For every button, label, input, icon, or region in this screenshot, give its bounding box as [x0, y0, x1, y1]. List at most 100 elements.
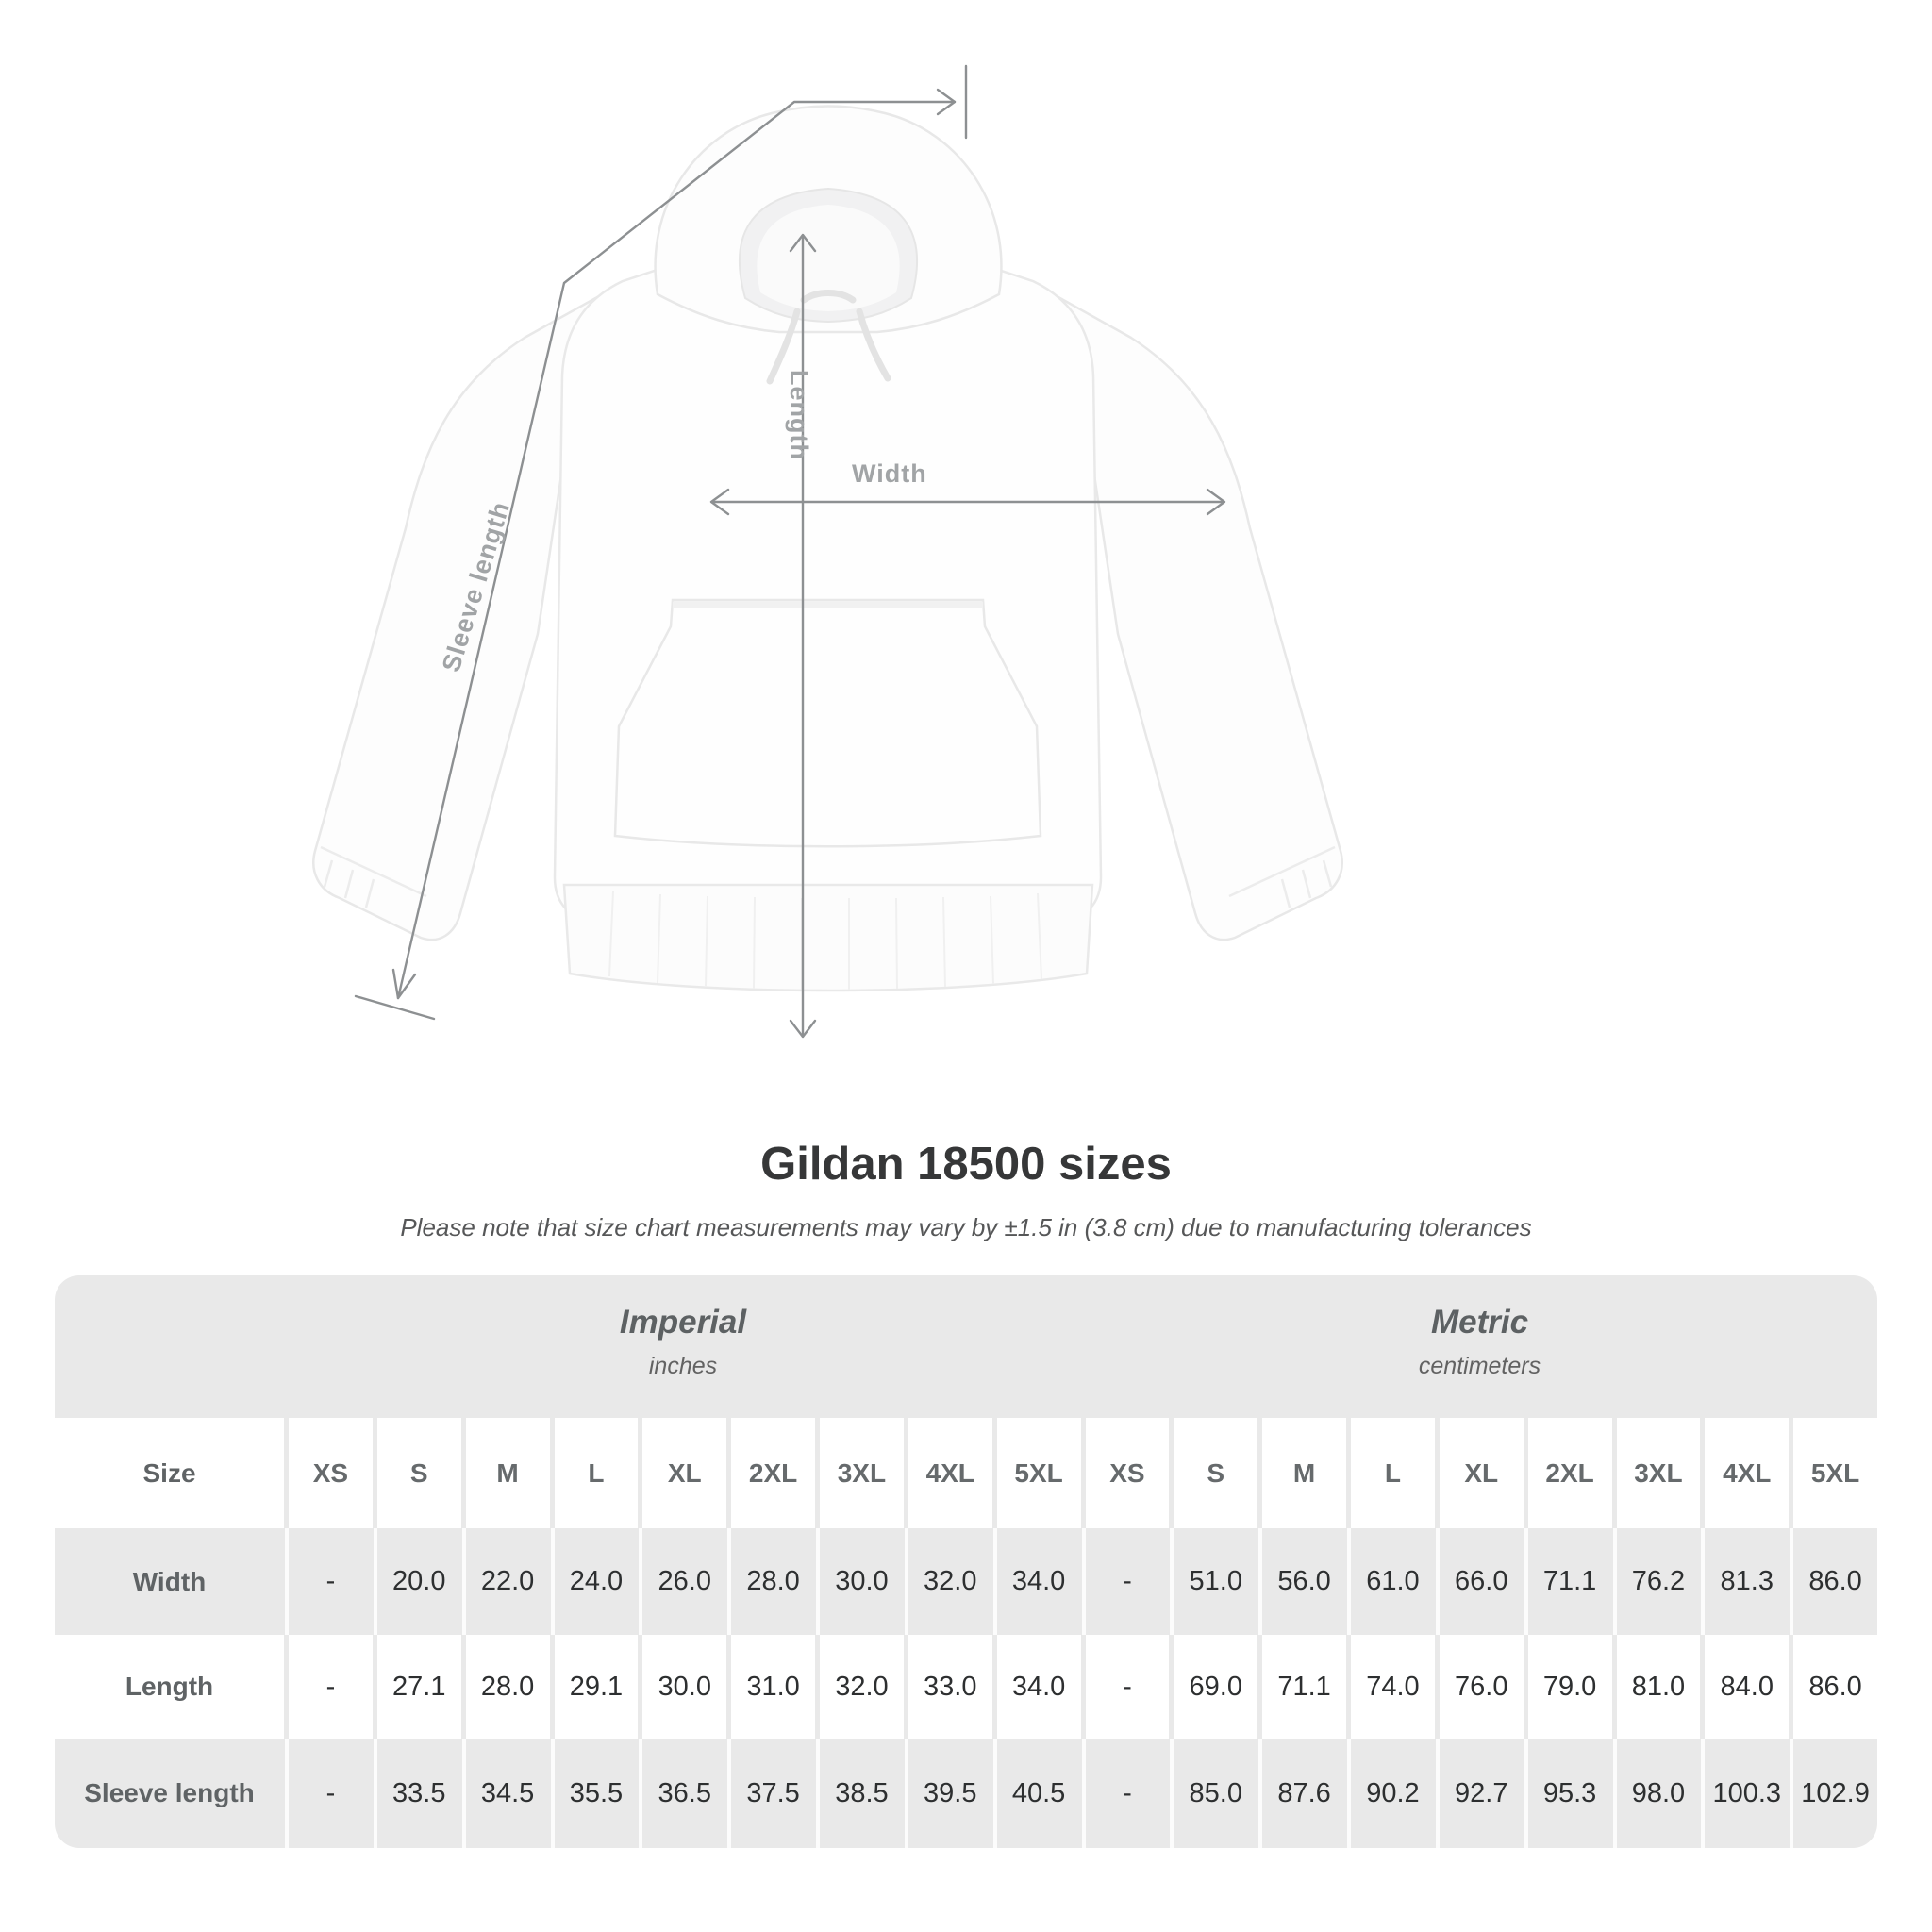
table-cell: 87.6: [1262, 1739, 1346, 1848]
size-header-row: Size XS S M L XL 2XL 3XL 4XL 5XL XS S M …: [55, 1418, 1877, 1528]
table-cell: 86.0: [1793, 1528, 1877, 1635]
table-cell: 92.7: [1440, 1739, 1524, 1848]
hoodie-pocket: [613, 598, 1042, 848]
table-cell: 34.0: [996, 1635, 1081, 1739]
table-cell: 100.3: [1705, 1739, 1789, 1848]
table-cell: -: [1086, 1739, 1170, 1848]
size-header: S: [376, 1418, 461, 1528]
table-cell: -: [289, 1739, 373, 1848]
table-cell: 95.3: [1528, 1739, 1612, 1848]
table-cell: 35.5: [555, 1739, 639, 1848]
width-row: Width - 20.0 22.0 24.0 26.0 28.0 30.0 32…: [55, 1528, 1877, 1635]
table-cell: 33.0: [908, 1635, 992, 1739]
table-cell: -: [289, 1635, 373, 1739]
table-cell: 32.0: [820, 1635, 904, 1739]
hoodie-right-sleeve: [1030, 280, 1343, 941]
table-cell: 56.0: [1262, 1528, 1346, 1635]
table-cell: 79.0: [1527, 1635, 1612, 1739]
width-measure-arrow: [709, 488, 1226, 516]
table-cell: 34.5: [466, 1739, 550, 1848]
metric-unit-label: centimeters: [1418, 1353, 1541, 1379]
table-cell: 37.5: [731, 1739, 815, 1848]
metric-header: Metric centimeters: [1082, 1304, 1877, 1380]
table-cell: 29.1: [554, 1635, 639, 1739]
row-label: Length: [55, 1635, 284, 1739]
table-cell: 27.1: [376, 1635, 461, 1739]
length-row: Length - 27.1 28.0 29.1 30.0 31.0 32.0 3…: [55, 1635, 1877, 1739]
table-cell: 33.5: [377, 1739, 461, 1848]
table-cell: 36.5: [642, 1739, 726, 1848]
table-cell: 61.0: [1351, 1528, 1435, 1635]
size-header: M: [465, 1418, 550, 1528]
table-cell: -: [1086, 1528, 1170, 1635]
hoodie-hem: [562, 883, 1094, 992]
size-header: 4XL: [908, 1418, 992, 1528]
table-cell: 30.0: [642, 1635, 727, 1739]
table-cell: 34.0: [997, 1528, 1081, 1635]
size-header: 5XL: [1793, 1418, 1877, 1528]
metric-label: Metric: [1430, 1304, 1529, 1341]
table-cell: -: [1085, 1635, 1170, 1739]
size-header: XL: [1439, 1418, 1524, 1528]
size-header: XS: [1085, 1418, 1170, 1528]
imperial-unit-label: inches: [648, 1353, 718, 1379]
table-cell: 22.0: [466, 1528, 550, 1635]
table-cell: 24.0: [555, 1528, 639, 1635]
size-header: 3XL: [1616, 1418, 1701, 1528]
table-cell: 76.2: [1617, 1528, 1701, 1635]
sleeve-length-measure-arrow: [354, 64, 968, 1021]
table-cell: 90.2: [1351, 1739, 1435, 1848]
size-table: Imperial inches Metric centimeters Size …: [55, 1275, 1877, 1848]
size-header: S: [1174, 1418, 1258, 1528]
table-cell: 71.1: [1528, 1528, 1612, 1635]
table-cell: 26.0: [642, 1528, 726, 1635]
table-cell: 85.0: [1174, 1739, 1257, 1848]
table-cell: 32.0: [908, 1528, 992, 1635]
imperial-header: Imperial inches: [284, 1304, 1082, 1380]
sleeve-length-row: Sleeve length - 33.5 34.5 35.5 36.5 37.5…: [55, 1739, 1877, 1848]
table-cell: 20.0: [377, 1528, 461, 1635]
hoodie-left-sleeve: [312, 280, 625, 941]
table-cell: 28.0: [731, 1528, 815, 1635]
size-header: 5XL: [996, 1418, 1081, 1528]
hoodie-drawstrings: [766, 290, 891, 385]
size-header: L: [554, 1418, 639, 1528]
size-header: 3XL: [820, 1418, 904, 1528]
hoodie-image: [312, 64, 1343, 1039]
size-header: 4XL: [1705, 1418, 1790, 1528]
size-header: 2XL: [731, 1418, 815, 1528]
size-column-header: Size: [55, 1418, 284, 1528]
table-cell: 71.1: [1262, 1635, 1346, 1739]
table-cell: 69.0: [1174, 1635, 1258, 1739]
table-cell: 66.0: [1440, 1528, 1524, 1635]
hoodie-hood-lining: [757, 205, 900, 311]
table-cell: 38.5: [820, 1739, 904, 1848]
table-cell: 98.0: [1617, 1739, 1701, 1848]
row-label: Sleeve length: [84, 1778, 255, 1807]
table-cell: 76.0: [1439, 1635, 1524, 1739]
table-cell: 74.0: [1351, 1635, 1435, 1739]
table-cell: 31.0: [731, 1635, 815, 1739]
size-header: XL: [642, 1418, 727, 1528]
size-header: M: [1262, 1418, 1346, 1528]
table-cell: 40.5: [997, 1739, 1081, 1848]
table-cell: 51.0: [1174, 1528, 1257, 1635]
length-measure-label: Length: [785, 370, 813, 460]
table-cell: 86.0: [1793, 1635, 1877, 1739]
length-measure-arrow: [789, 233, 817, 1039]
size-header: XS: [289, 1418, 373, 1528]
size-header: 2XL: [1527, 1418, 1612, 1528]
size-table-body: Size XS S M L XL 2XL 3XL 4XL 5XL XS S M …: [55, 1418, 1877, 1848]
hoodie-cuff-ribs: [320, 845, 1336, 908]
page-title: Gildan 18500 sizes: [760, 1139, 1172, 1190]
table-cell: 39.5: [908, 1739, 992, 1848]
table-cell: 28.0: [465, 1635, 550, 1739]
row-label: Width: [132, 1566, 207, 1596]
table-cell: 81.0: [1616, 1635, 1701, 1739]
table-cell: 81.3: [1705, 1528, 1789, 1635]
imperial-label: Imperial: [619, 1304, 747, 1341]
table-cell: 102.9: [1793, 1739, 1877, 1848]
table-cell: 30.0: [820, 1528, 904, 1635]
table-cell: 84.0: [1705, 1635, 1790, 1739]
